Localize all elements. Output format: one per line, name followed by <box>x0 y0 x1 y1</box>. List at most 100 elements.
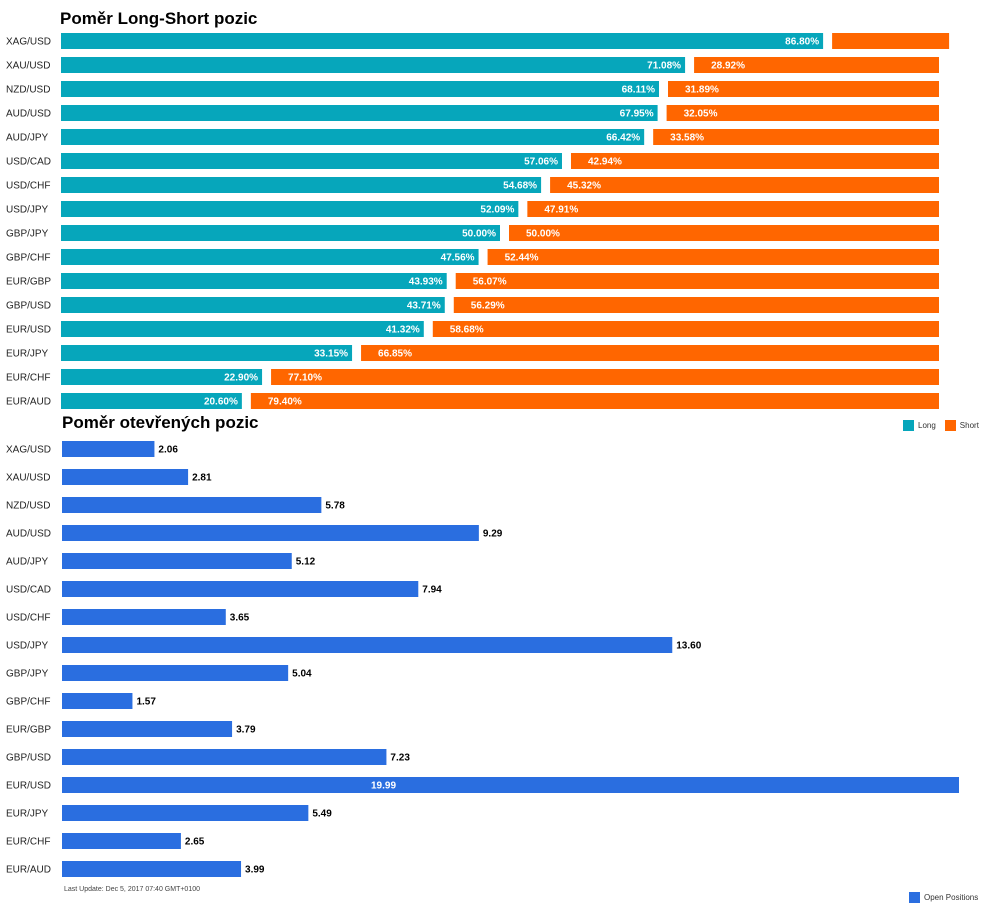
long-bar-aud-jpy <box>61 129 645 145</box>
long-value-label: 86.80% <box>785 37 819 48</box>
open-positions-bar-eur-chf <box>62 833 181 849</box>
open-positions-value-label: 2.06 <box>158 445 178 456</box>
long-value-label: 57.06% <box>524 157 558 168</box>
open-positions-bar-nzd-usd <box>62 497 322 513</box>
short-value-label: 77.10% <box>288 373 322 384</box>
long-bar-eur-chf <box>61 369 263 385</box>
long-value-label: 33.15% <box>314 349 348 360</box>
open-positions-value-label: 2.65 <box>185 837 205 848</box>
open-positions-bar-gbp-usd <box>62 749 387 765</box>
open-positions-category-label: USD/CHF <box>6 613 50 624</box>
long-bar-gbp-chf <box>61 249 479 265</box>
last-update-text: Last Update: Dec 5, 2017 07:40 GMT+0100 <box>64 886 201 893</box>
open-positions-legend: Open Positions <box>909 892 978 903</box>
short-bar-gbp-usd <box>453 297 939 313</box>
short-value-label: 79.40% <box>268 397 302 408</box>
long-value-label: 68.11% <box>622 85 655 96</box>
open-positions-value-label: 3.99 <box>245 865 265 876</box>
long-short-category-label: GBP/JPY <box>6 229 49 240</box>
short-value-label: 56.29% <box>471 301 505 312</box>
long-bar-xag-usd <box>61 33 824 49</box>
open-positions-category-label: EUR/JPY <box>6 809 49 820</box>
long-bar-eur-usd <box>61 321 424 337</box>
long-bar-nzd-usd <box>61 81 660 97</box>
short-value-label: 32.05% <box>684 109 718 120</box>
long-short-category-label: EUR/GBP <box>6 277 51 288</box>
short-bar-usd-cad <box>570 153 939 169</box>
open-positions-category-label: EUR/USD <box>6 781 51 792</box>
long-short-category-label: GBP/CHF <box>6 253 50 264</box>
open-positions-value-label: 5.04 <box>292 669 312 680</box>
long-short-category-label: EUR/JPY <box>6 349 49 360</box>
open-legend-label: Open Positions <box>924 893 979 902</box>
long-short-category-label: AUD/USD <box>6 109 51 120</box>
short-bar-eur-jpy <box>361 345 939 361</box>
open-positions-bar-usd-chf <box>62 609 226 625</box>
short-bar-aud-jpy <box>653 129 939 145</box>
long-short-category-label: NZD/USD <box>6 85 50 96</box>
open-positions-bar-gbp-jpy <box>62 665 289 681</box>
open-positions-category-label: EUR/CHF <box>6 837 50 848</box>
short-value-label: 56.07% <box>473 277 507 288</box>
long-short-category-label: EUR/CHF <box>6 373 50 384</box>
long-value-label: 54.68% <box>503 181 537 192</box>
long-bar-usd-chf <box>61 177 542 193</box>
long-short-legend: Long Short <box>903 420 979 431</box>
open-positions-category-label: GBP/USD <box>6 753 51 764</box>
long-value-label: 47.56% <box>441 253 475 264</box>
open-positions-bar-usd-jpy <box>62 637 673 653</box>
long-short-category-label: USD/CHF <box>6 181 50 192</box>
long-bar-usd-jpy <box>61 201 519 217</box>
long-short-category-label: EUR/USD <box>6 325 51 336</box>
short-bar-aud-usd <box>666 105 939 121</box>
open-positions-value-label: 7.23 <box>390 753 410 764</box>
open-positions-value-label: 9.29 <box>483 529 503 540</box>
short-bar-gbp-jpy <box>509 225 939 241</box>
long-legend-swatch <box>903 420 914 431</box>
open-legend-swatch <box>909 892 920 903</box>
open-positions-bar-eur-usd <box>62 777 959 793</box>
open-positions-value-label: 13.60 <box>676 641 701 652</box>
long-legend-label: Long <box>918 421 936 430</box>
open-positions-category-label: NZD/USD <box>6 501 50 512</box>
long-value-label: 67.95% <box>620 109 654 120</box>
long-value-label: 43.71% <box>407 301 441 312</box>
open-positions-category-label: EUR/GBP <box>6 725 51 736</box>
open-positions-bar-usd-cad <box>62 581 419 597</box>
short-bar-xag-usd <box>832 33 950 49</box>
short-bar-eur-chf <box>271 369 939 385</box>
long-value-label: 71.08% <box>647 61 681 72</box>
long-value-label: 41.32% <box>386 325 420 336</box>
open-positions-bar-gbp-chf <box>62 693 133 709</box>
long-short-category-label: XAU/USD <box>6 61 50 72</box>
open-positions-value-label: 5.12 <box>296 557 316 568</box>
open-positions-category-label: XAG/USD <box>6 445 51 456</box>
open-positions-category-label: EUR/AUD <box>6 865 51 876</box>
long-value-label: 43.93% <box>409 277 443 288</box>
short-value-label: 66.85% <box>378 349 412 360</box>
open-positions-bar-eur-gbp <box>62 721 233 737</box>
long-short-category-label: USD/JPY <box>6 205 49 216</box>
short-bar-usd-jpy <box>527 201 939 217</box>
short-value-label: 47.91% <box>544 205 578 216</box>
open-positions-value-label: 1.57 <box>136 697 156 708</box>
short-value-label: 45.32% <box>567 181 601 192</box>
short-bar-xau-usd <box>694 57 939 73</box>
open-positions-value-label: 2.81 <box>192 473 212 484</box>
long-short-category-label: EUR/AUD <box>6 397 51 408</box>
long-bar-gbp-usd <box>61 297 445 313</box>
short-value-label: 42.94% <box>588 157 622 168</box>
short-bar-gbp-chf <box>487 249 939 265</box>
long-bar-gbp-jpy <box>61 225 500 241</box>
long-bar-eur-jpy <box>61 345 353 361</box>
short-bar-eur-gbp <box>455 273 939 289</box>
open-positions-category-label: GBP/CHF <box>6 697 50 708</box>
long-value-label: 20.60% <box>204 397 238 408</box>
open-positions-bar-eur-aud <box>62 861 242 877</box>
open-positions-bar-eur-jpy <box>62 805 309 821</box>
open-positions-bar-aud-jpy <box>62 553 292 569</box>
open-positions-title: Poměr otevřených pozic <box>62 413 259 432</box>
open-positions-bar-xag-usd <box>62 441 155 457</box>
short-legend-label: Short <box>959 421 979 430</box>
